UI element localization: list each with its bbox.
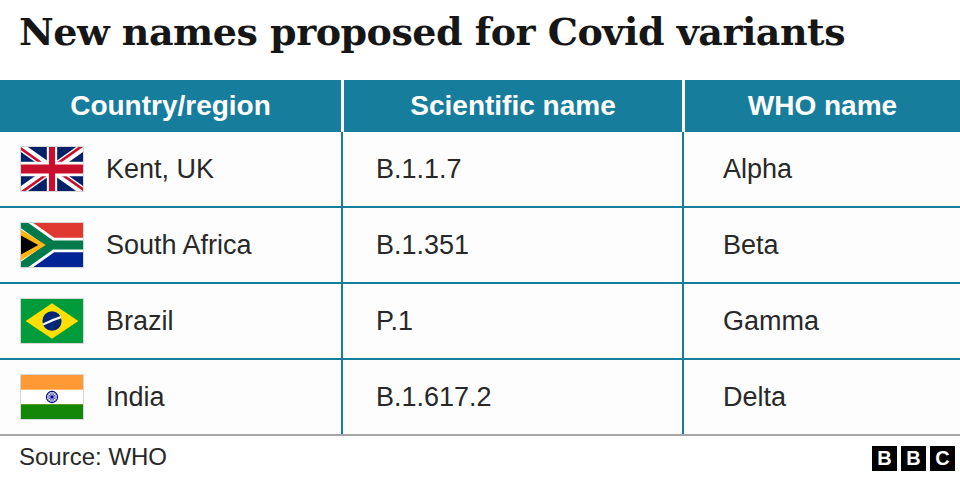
who-name-cell: Alpha (682, 132, 960, 206)
source-text: Source: WHO (19, 443, 167, 471)
header-scientific-name: Scientific name (341, 80, 682, 132)
brazil-flag-icon (21, 299, 83, 343)
country-label: India (106, 382, 165, 413)
bbc-logo-letter: C (930, 446, 955, 471)
country-label: Kent, UK (106, 154, 214, 185)
who-name-cell: Beta (682, 208, 960, 282)
table-header-row: Country/region Scientific name WHO name (0, 80, 960, 132)
table-row: India B.1.617.2 Delta (0, 360, 960, 436)
country-cell: Kent, UK (0, 132, 341, 206)
table-row: South Africa B.1.351 Beta (0, 208, 960, 284)
country-cell: Brazil (0, 284, 341, 358)
scientific-name-cell: P.1 (341, 284, 682, 358)
country-label: South Africa (106, 230, 252, 261)
country-cell: India (0, 360, 341, 434)
scientific-name-cell: B.1.1.7 (341, 132, 682, 206)
header-country-region: Country/region (0, 80, 341, 132)
india-flag-icon (21, 375, 83, 419)
scientific-name-cell: B.1.617.2 (341, 360, 682, 434)
uk-flag-icon (21, 147, 83, 191)
who-name-cell: Delta (682, 360, 960, 434)
table-row: Brazil P.1 Gamma (0, 284, 960, 360)
who-name-cell: Gamma (682, 284, 960, 358)
table-row: Kent, UK B.1.1.7 Alpha (0, 132, 960, 208)
scientific-name-cell: B.1.351 (341, 208, 682, 282)
bbc-logo-letter: B (901, 446, 926, 471)
header-who-name: WHO name (682, 80, 960, 132)
south-africa-flag-icon (21, 223, 83, 267)
country-label: Brazil (106, 306, 174, 337)
country-cell: South Africa (0, 208, 341, 282)
page-title: New names proposed for Covid variants (19, 10, 939, 54)
infographic-canvas: New names proposed for Covid variants Co… (0, 0, 960, 479)
bbc-logo-letter: B (872, 446, 897, 471)
variants-table: Country/region Scientific name WHO name (0, 80, 960, 436)
bbc-logo: B B C (872, 446, 955, 471)
